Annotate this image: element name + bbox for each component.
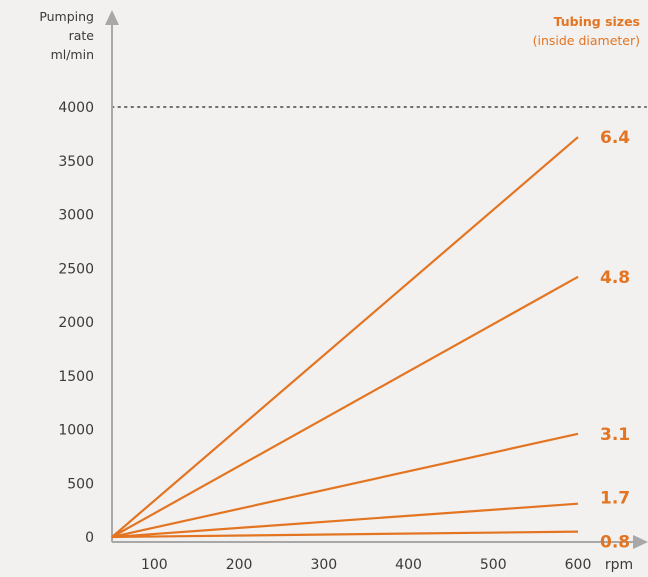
legend: Tubing sizes (inside diameter) xyxy=(533,14,640,48)
y-tick-label: 1500 xyxy=(58,369,94,385)
x-axis-arrow-icon xyxy=(633,535,648,549)
series-labels: 6.4 4.8 3.1 1.7 0.8 xyxy=(600,128,630,553)
x-tick-label: 500 xyxy=(480,557,507,573)
y-axis-label-line-1: Pumping xyxy=(39,9,94,24)
series-label-0-8: 0.8 xyxy=(600,533,630,553)
y-tick-label: 1000 xyxy=(58,423,94,439)
y-axis-label-line-2: rate xyxy=(69,28,95,43)
series-lines xyxy=(111,136,579,539)
series-label-1-7: 1.7 xyxy=(600,489,630,509)
x-tick-label: 200 xyxy=(226,557,253,573)
legend-subtitle: (inside diameter) xyxy=(533,33,640,48)
y-tick-label: 500 xyxy=(67,476,94,492)
y-tick-label: 3000 xyxy=(58,208,94,224)
x-tick-label: 600 xyxy=(565,557,592,573)
x-tick-labels: 100 200 300 400 500 600 xyxy=(141,557,591,573)
x-axis-label: rpm xyxy=(605,557,633,573)
y-tick-label: 2500 xyxy=(58,261,94,277)
series-label-4-8: 4.8 xyxy=(600,268,630,288)
y-tick-label: 2000 xyxy=(58,315,94,331)
series-line-4-8 xyxy=(111,275,579,538)
y-tick-labels: 0 500 1000 1500 2000 2500 3000 3500 4000 xyxy=(58,100,94,546)
series-label-6-4: 6.4 xyxy=(600,128,630,148)
x-tick-label: 100 xyxy=(141,557,168,573)
legend-title: Tubing sizes xyxy=(554,14,640,29)
y-axis-label: Pumping rate ml/min xyxy=(39,9,94,62)
series-line-1-7 xyxy=(111,502,579,539)
y-tick-label: 3500 xyxy=(58,154,94,170)
series-label-3-1: 3.1 xyxy=(600,425,630,445)
x-tick-label: 400 xyxy=(395,557,422,573)
y-tick-label: 4000 xyxy=(58,100,94,116)
x-tick-label: 300 xyxy=(310,557,337,573)
y-axis-arrow-icon xyxy=(105,10,119,25)
series-line-0-8 xyxy=(111,530,579,539)
series-line-6-4 xyxy=(111,136,579,538)
y-tick-label: 0 xyxy=(85,530,94,546)
axes xyxy=(105,10,648,549)
series-line-3-1 xyxy=(111,432,579,539)
y-axis-label-line-3: ml/min xyxy=(51,47,94,62)
